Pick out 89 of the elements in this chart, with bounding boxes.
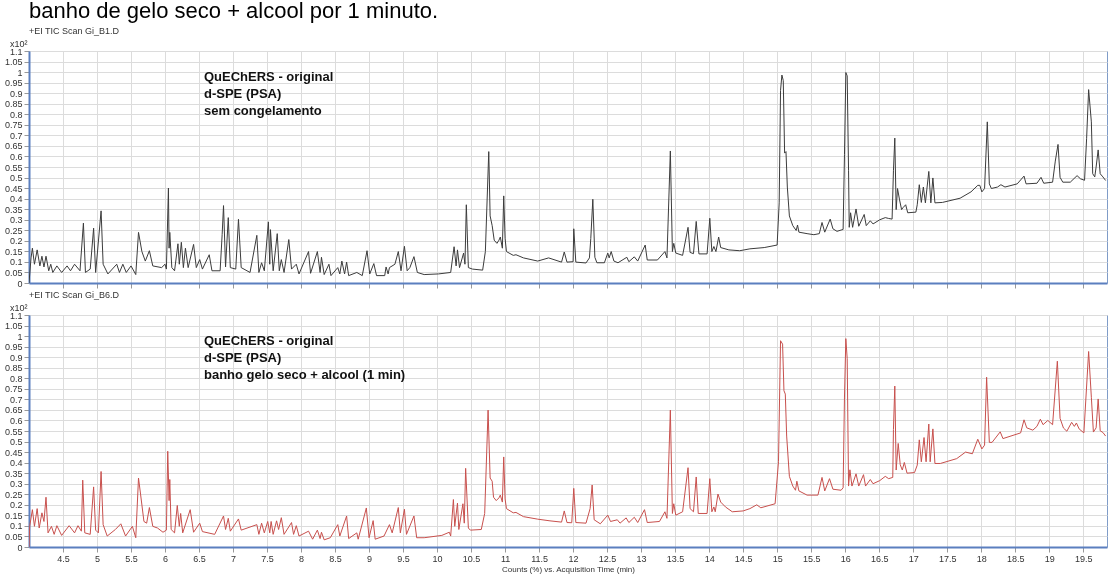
- y-tick-label: 0.1: [9, 257, 23, 268]
- y-tick-label: 0.5: [9, 437, 23, 448]
- x-tick-label: 14.5: [734, 553, 753, 564]
- annotation: QuEChERS - original: [204, 333, 334, 348]
- y-tick-label: 0.9: [9, 352, 23, 363]
- y-tick-label: 0.85: [4, 99, 23, 110]
- y-tick-label: 0: [17, 542, 23, 553]
- x-tick-label: 18.5: [1006, 553, 1025, 564]
- x-tick-label: 5.5: [125, 553, 138, 564]
- y-tick-label: 0.75: [4, 384, 23, 395]
- y-tick-label: 0.1: [9, 521, 23, 532]
- x-tick-label: 19: [1044, 553, 1055, 564]
- x-tick-label: 7: [231, 553, 237, 564]
- y-axis-title: x10²: [9, 302, 28, 313]
- chart-title: banho de gelo seco + alcool por 1 minuto.: [29, 0, 439, 23]
- x-tick-label: 15.5: [802, 553, 821, 564]
- x-tick-label: 13.5: [666, 553, 685, 564]
- y-tick-label: 0.25: [4, 489, 23, 500]
- x-tick-label: 9: [367, 553, 373, 564]
- y-tick-label: 0.2: [9, 500, 23, 511]
- y-tick-label: 0.3: [9, 215, 23, 226]
- annotation: QuEChERS - original: [204, 69, 334, 84]
- y-tick-label: 0.35: [4, 204, 23, 215]
- x-axis-title: Counts (%) vs. Acquisition Time (min): [502, 564, 636, 574]
- y-tick-label: 1.05: [4, 321, 23, 332]
- y-tick-label: 0.05: [4, 531, 23, 542]
- y-tick-label: 0.95: [4, 342, 23, 353]
- y-tick-label: 0.7: [9, 394, 23, 405]
- y-axis-title: x10²: [9, 38, 28, 49]
- y-tick-label: 0.3: [9, 479, 23, 490]
- x-tick-label: 6: [163, 553, 169, 564]
- y-tick-label: 0.25: [4, 225, 23, 236]
- chart-subtitle: +EI TIC Scan Gi_B1.D: [29, 26, 120, 36]
- x-tick-label: 12: [568, 553, 579, 564]
- y-tick-label: 0.8: [9, 373, 23, 384]
- y-tick-label: 0.9: [9, 88, 23, 99]
- x-tick-label: 5: [95, 553, 101, 564]
- y-tick-label: 1.1: [9, 46, 23, 57]
- x-tick-label: 6.5: [193, 553, 206, 564]
- x-tick-label: 13: [636, 553, 647, 564]
- x-tick-label: 8: [299, 553, 305, 564]
- x-tick-label: 15: [772, 553, 783, 564]
- y-tick-label: 0.45: [4, 447, 23, 458]
- y-tick-label: 0.85: [4, 363, 23, 374]
- y-tick-label: 0.75: [4, 120, 23, 131]
- y-tick-label: 1.1: [9, 310, 23, 321]
- x-tick-label: 9.5: [397, 553, 410, 564]
- x-tick-label: 17: [908, 553, 919, 564]
- x-tick-label: 16.5: [870, 553, 889, 564]
- chart-subtitle: +EI TIC Scan Gi_B6.D: [29, 290, 120, 300]
- y-tick-label: 1: [17, 331, 23, 342]
- y-tick-label: 1: [17, 67, 23, 78]
- y-tick-label: 0.95: [4, 78, 23, 89]
- annotation: d-SPE (PSA): [204, 86, 282, 101]
- y-tick-label: 0.8: [9, 109, 23, 120]
- y-tick-label: 0.4: [9, 458, 23, 469]
- x-tick-label: 19.5: [1074, 553, 1093, 564]
- y-tick-label: 0.65: [4, 141, 23, 152]
- y-tick-label: 0.6: [9, 415, 23, 426]
- x-tick-label: 10: [432, 553, 443, 564]
- y-tick-label: 0.05: [4, 267, 23, 278]
- x-tick-label: 14: [704, 553, 715, 564]
- y-tick-label: 0.5: [9, 173, 23, 184]
- y-tick-label: 0.55: [4, 162, 23, 173]
- x-tick-label: 11.5: [531, 553, 549, 564]
- y-tick-label: 0.4: [9, 194, 23, 205]
- x-tick-label: 12.5: [598, 553, 617, 564]
- y-tick-label: 0: [17, 278, 23, 289]
- x-tick-label: 4.5: [57, 553, 70, 564]
- annotation: d-SPE (PSA): [204, 350, 282, 365]
- y-tick-label: 0.35: [4, 468, 23, 479]
- y-tick-label: 0.15: [4, 510, 23, 521]
- y-tick-label: 0.45: [4, 183, 23, 194]
- y-tick-label: 0.65: [4, 405, 23, 416]
- y-tick-label: 0.15: [4, 246, 23, 257]
- x-tick-label: 8.5: [329, 553, 342, 564]
- y-tick-label: 0.2: [9, 236, 23, 247]
- x-tick-label: 18: [976, 553, 987, 564]
- x-tick-label: 16: [840, 553, 851, 564]
- x-tick-label: 7.5: [261, 553, 274, 564]
- annotation: sem congelamento: [204, 103, 322, 118]
- y-tick-label: 1.05: [4, 57, 23, 68]
- y-tick-label: 0.55: [4, 426, 23, 437]
- x-tick-label: 10.5: [462, 553, 481, 564]
- y-tick-label: 0.6: [9, 151, 23, 162]
- x-tick-label: 11: [500, 553, 511, 564]
- x-tick-label: 17.5: [938, 553, 957, 564]
- y-tick-label: 0.7: [9, 130, 23, 141]
- annotation: banho gelo seco + alcool (1 min): [204, 367, 406, 382]
